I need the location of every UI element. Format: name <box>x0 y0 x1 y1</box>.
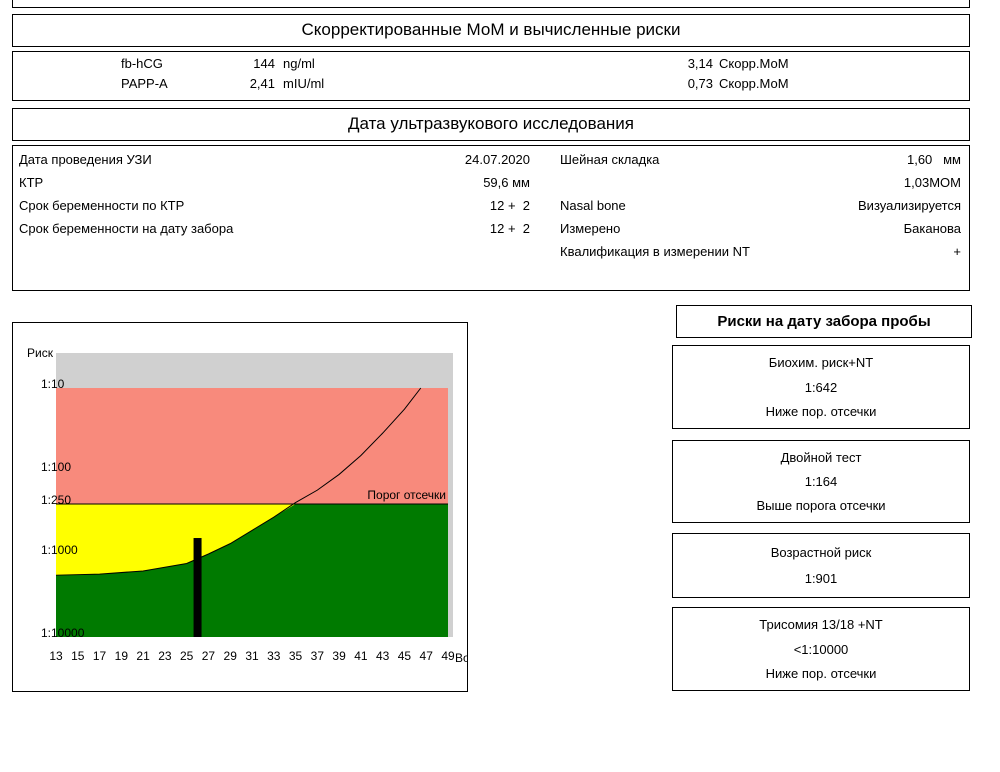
x-tick-label: 29 <box>224 649 238 663</box>
field-value: 1,03МОМ <box>903 175 961 190</box>
x-tick-label: 35 <box>289 649 303 663</box>
unit: mIU/ml <box>283 76 325 91</box>
x-tick-label: 27 <box>202 649 216 663</box>
y-tick-label: 1:250 <box>41 493 71 507</box>
x-tick-label: 15 <box>71 649 85 663</box>
x-axis-label: Возр. <box>455 651 467 665</box>
risk-line: Возрастной риск <box>770 545 872 560</box>
section-header: Дата ультразвукового исследования <box>12 108 970 141</box>
x-tick-label: 25 <box>180 649 194 663</box>
patient-marker <box>193 538 202 637</box>
field-label: Дата проведения УЗИ <box>19 152 152 167</box>
x-tick-label: 39 <box>332 649 346 663</box>
chart-frame: Порог отсечки 1:10 1:100 1:250 1:1000 1:10000… <box>12 322 485 692</box>
x-tick-label: 47 <box>420 649 434 663</box>
mom-unit: Скорр.МоМ <box>719 76 789 91</box>
value: 2,41 <box>249 76 275 91</box>
x-tick-label: 41 <box>354 649 368 663</box>
low-zone <box>56 504 448 637</box>
x-tick-label: 49 <box>441 649 455 663</box>
value: 144 <box>253 56 275 71</box>
unit: ng/ml <box>283 56 315 71</box>
risk-line: Трисомия 13/18 +NT <box>759 617 883 633</box>
field-label: Шейная складка <box>560 152 660 167</box>
x-tick-label: 37 <box>311 649 325 663</box>
field-value: Визуализируется <box>858 198 961 213</box>
mom: 0,73 <box>687 76 713 91</box>
mom: 3,14 <box>687 56 713 71</box>
y-tick-label: 1:100 <box>41 460 71 474</box>
risk-box: Возрастной риск 1:901 <box>672 533 970 598</box>
y-tick-label: 1:10000 <box>41 626 85 640</box>
field-value: + <box>953 244 961 259</box>
x-tick-label: 19 <box>115 649 129 663</box>
high-zone <box>56 388 448 505</box>
field-value: Баканова <box>903 221 961 236</box>
risk-line: Выше порога отсечки <box>756 498 886 513</box>
x-tick-label: 17 <box>93 649 107 663</box>
risk-line: Двойной тест <box>780 450 862 465</box>
section-header: Скорректированные МоМ и вычисленные риск… <box>12 14 970 47</box>
threshold-label: Порог отсечки <box>367 488 446 502</box>
marker: fb-hCG <box>121 56 163 71</box>
us-table: Дата проведения УЗИ 24.07.2020 КТР 59,6 мм С… <box>12 145 970 291</box>
mom-unit: Скорр.МоМ <box>719 56 789 71</box>
top-frame <box>12 0 970 8</box>
y-tick-label: 1:10 <box>41 377 65 391</box>
field-value: 24.07.2020 <box>464 152 530 167</box>
risk-line: Ниже пор. отсечки <box>765 665 877 681</box>
field-label: Nasal bone <box>560 198 626 213</box>
risk-box: Трисомия 13/18 +NT <1:10000 Ниже пор. отсе… <box>672 607 970 691</box>
risk-line: Ниже пор. отсечки <box>765 403 877 419</box>
field-value: 12 + 2 <box>489 198 530 213</box>
x-tick-label: 13 <box>49 649 63 663</box>
y-tick-label: 1:1000 <box>41 543 78 557</box>
x-tick-label: 31 <box>245 649 259 663</box>
x-tick-label: 23 <box>158 649 172 663</box>
field-value: 1,60 мм <box>906 152 961 167</box>
x-tick-label: 33 <box>267 649 281 663</box>
risks-title: Риски на дату забора пробы <box>676 305 972 338</box>
risk-line: Биохим. риск+NT <box>768 355 874 371</box>
x-tick-label: 45 <box>398 649 412 663</box>
x-tick-label: 21 <box>136 649 150 663</box>
risk-line: 1:901 <box>804 571 838 586</box>
risk-box: Двойной тест 1:164 Выше порога отсечки <box>672 440 970 523</box>
risk-box: Биохим. риск+NT 1:642 Ниже пор. отсечки <box>672 345 970 429</box>
y-axis-label: Риск <box>27 346 54 360</box>
risk-line: <1:10000 <box>793 641 849 657</box>
field-label: Срок беременности на дату забора <box>19 221 234 236</box>
field-label: Измерено <box>560 221 621 236</box>
field-label: Срок беременности по КТР <box>19 198 185 213</box>
risk-curve <box>55 387 422 576</box>
chart: Порог отсечки 1:10 1:100 1:250 1:1000 1:10000… <box>27 346 485 665</box>
x-tick-label: 43 <box>376 649 390 663</box>
field-value: 12 + 2 <box>489 221 530 236</box>
field-value: 59,6 мм <box>483 175 530 190</box>
marker: PAPP-A <box>121 76 168 91</box>
risk-line: 1:164 <box>804 474 838 489</box>
mom-table: fb-hCG 144 ng/ml 3,14 Скорр.МоМ PAPP-A 2,41 mIU… <box>12 51 970 101</box>
risk-line: 1:642 <box>804 379 838 395</box>
field-label: Квалификация в измерении NT <box>560 244 750 259</box>
field-label: КТР <box>19 175 44 190</box>
